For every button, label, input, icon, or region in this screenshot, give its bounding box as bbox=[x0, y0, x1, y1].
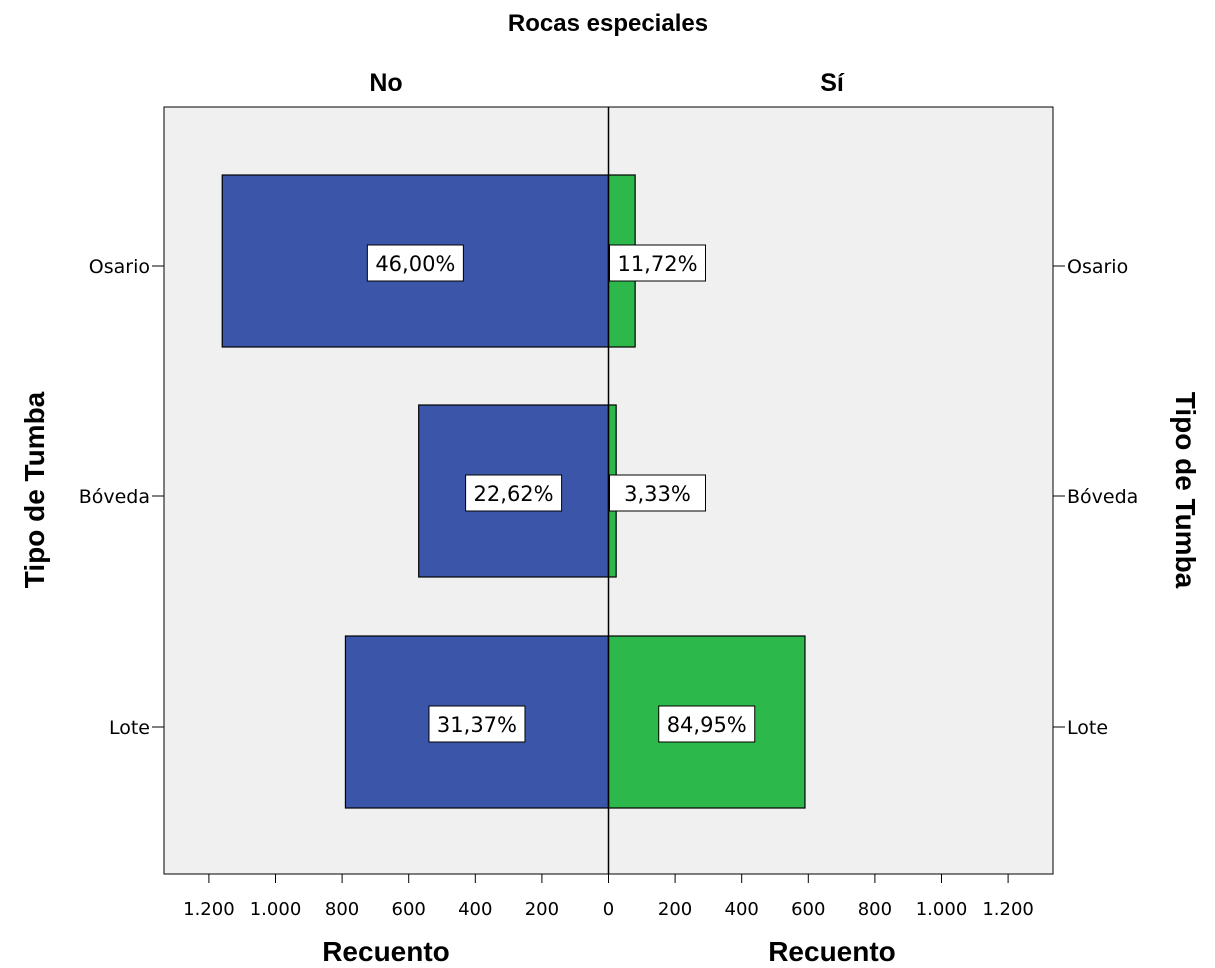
category-label-right-osario: Osario bbox=[1067, 256, 1128, 278]
x-tick-label-right-1000: 1.000 bbox=[916, 899, 968, 920]
category-label-right-boveda: Bóveda bbox=[1067, 486, 1138, 508]
data-label-si-boveda: 3,33% bbox=[624, 482, 691, 506]
panel-label-si: Sí bbox=[820, 69, 845, 97]
data-label-box-no-lote bbox=[428, 705, 526, 743]
x-tick-label-right-800: 800 bbox=[858, 899, 892, 920]
data-label-si-osario: 11,72% bbox=[617, 252, 697, 276]
x-tick-label-left-600: 600 bbox=[392, 899, 426, 920]
x-axis-title-right: Recuento bbox=[768, 936, 896, 967]
value-axes: 0 200 200 400 400 600 600 800 800 1.000 1.000 1.200… bbox=[183, 874, 1034, 920]
data-label-box-no-boveda bbox=[465, 474, 563, 512]
x-tick-label-left-1000: 1.000 bbox=[250, 899, 302, 920]
x-tick-label-left-800: 800 bbox=[325, 899, 359, 920]
x-tick-label-right-1200: 1.200 bbox=[982, 899, 1034, 920]
category-label-left-boveda: Bóveda bbox=[79, 486, 150, 508]
y-axis-title-left: Tipo de Tumba bbox=[19, 391, 50, 588]
category-axes: Osario Osario Bóveda Bóveda Lote Lote bbox=[79, 256, 1139, 739]
x-tick-label-left-0: 0 bbox=[603, 899, 614, 920]
data-label-box-no-osario bbox=[366, 244, 464, 282]
x-tick-label-left-1200: 1.200 bbox=[183, 899, 235, 920]
x-tick-label-left-400: 400 bbox=[458, 899, 492, 920]
x-tick-label-right-600: 600 bbox=[791, 899, 825, 920]
x-tick-label-left-200: 200 bbox=[525, 899, 559, 920]
y-axis-title-right: Tipo de Tumba bbox=[1170, 392, 1201, 589]
category-label-left-osario: Osario bbox=[89, 256, 150, 278]
data-label-box-si-lote bbox=[658, 705, 756, 743]
data-label-no-lote: 31,37% bbox=[437, 713, 517, 737]
category-label-right-lote: Lote bbox=[1067, 717, 1108, 739]
chart-title: Rocas especiales bbox=[508, 10, 708, 37]
data-label-box-si-osario bbox=[609, 244, 706, 282]
data-label-si-lote: 84,95% bbox=[667, 713, 747, 737]
data-labels-layer: 46,00% 22,62% 31,37% 11,72% 3,33% 84,95% bbox=[366, 244, 756, 743]
data-label-box-si-boveda bbox=[609, 474, 706, 512]
data-label-no-boveda: 22,62% bbox=[474, 482, 554, 506]
data-label-no-osario: 46,00% bbox=[375, 252, 455, 276]
x-tick-label-right-400: 400 bbox=[725, 899, 759, 920]
x-tick-label-right-200: 200 bbox=[658, 899, 692, 920]
x-axis-title-left: Recuento bbox=[322, 936, 450, 967]
category-label-left-lote: Lote bbox=[109, 717, 150, 739]
panel-label-no: No bbox=[369, 69, 402, 97]
